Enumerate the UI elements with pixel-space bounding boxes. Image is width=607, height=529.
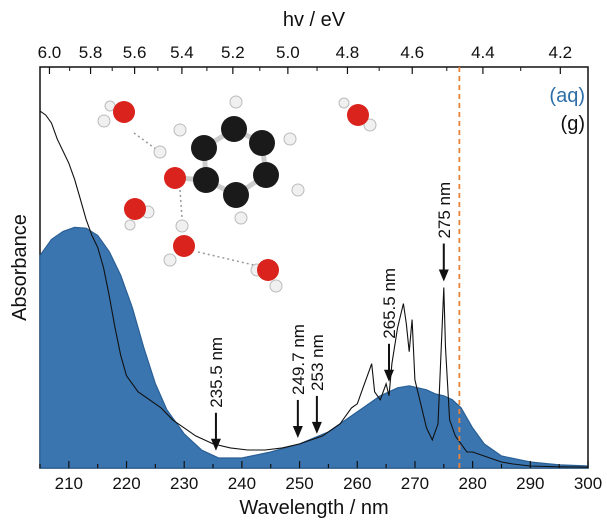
annotation-label: 275 nm [435,182,454,239]
annotation-label: 249.7 nm [289,324,308,395]
top-tick-label: 5.0 [276,43,300,62]
annotation-label: 253 nm [308,334,327,391]
annotation-arrow-head [292,425,303,438]
x-tick-label: 210 [55,474,83,493]
top-tick-label: 6.0 [38,43,62,62]
x-tick-label: 300 [574,474,602,493]
top-axis-title: hv / eV [283,9,346,31]
x-tick-label: 250 [285,474,313,493]
annotation-label: 265.5 nm [380,268,399,339]
annotation-arrow-head [210,438,221,451]
x-tick-label: 260 [343,474,371,493]
top-tick-label: 4.4 [471,43,495,62]
legend-aq: (aq) [549,85,585,107]
annotation-arrow-head [438,269,449,282]
x-tick-label: 230 [170,474,198,493]
annotation-label: 235.5 nm [207,337,226,408]
phenol-water-cluster-illustration [97,95,377,293]
y-axis-title: Absorbance [9,214,31,321]
top-tick-label: 5.8 [79,43,103,62]
series-g-line [39,110,589,468]
x-axis-title: Wavelength / nm [239,497,388,519]
top-tick-label: 4.6 [400,43,424,62]
annotation-arrow-head [383,369,394,382]
legend-g: (g) [561,113,585,135]
x-tick-label: 270 [401,474,429,493]
annotation-arrow-head [311,421,322,434]
top-tick-label: 4.2 [548,43,572,62]
x-tick-label: 220 [112,474,140,493]
top-tick-label: 5.4 [170,43,194,62]
x-tick-label: 240 [228,474,256,493]
top-tick-label: 5.2 [221,43,245,62]
top-tick-label: 4.8 [336,43,360,62]
top-tick-label: 5.6 [123,43,147,62]
x-tick-label: 280 [458,474,486,493]
x-tick-label: 290 [516,474,544,493]
series-aq-area [39,226,589,469]
